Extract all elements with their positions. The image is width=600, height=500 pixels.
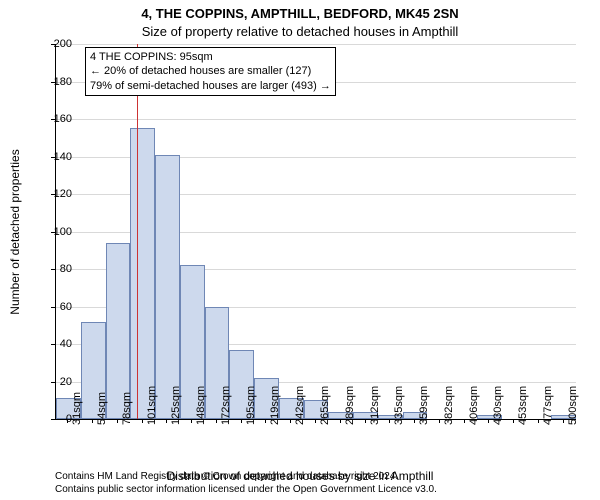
x-tick-label: 148sqm: [195, 386, 207, 425]
x-tick-mark: [513, 419, 514, 423]
x-tick-mark: [488, 419, 489, 423]
x-tick-label: 335sqm: [393, 386, 405, 425]
histogram-bar: [155, 155, 180, 419]
x-tick-mark: [340, 419, 341, 423]
x-tick-label: 172sqm: [220, 386, 232, 425]
y-axis-label: Number of detached properties: [8, 149, 22, 314]
y-tick-mark: [51, 382, 55, 383]
page-title-line1: 4, THE COPPINS, AMPTHILL, BEDFORD, MK45 …: [0, 6, 600, 21]
x-tick-mark: [142, 419, 143, 423]
y-tick-mark: [51, 269, 55, 270]
x-tick-label: 500sqm: [567, 386, 579, 425]
x-tick-mark: [191, 419, 192, 423]
y-tick-mark: [51, 119, 55, 120]
y-tick-mark: [51, 232, 55, 233]
x-tick-mark: [389, 419, 390, 423]
x-tick-label: 242sqm: [294, 386, 306, 425]
x-tick-label: 430sqm: [492, 386, 504, 425]
x-tick-mark: [241, 419, 242, 423]
annot-line-3: 79% of semi-detached houses are larger (…: [90, 79, 331, 93]
attribution-line-2: Contains public sector information licen…: [55, 484, 437, 497]
marker-annotation-box: 4 THE COPPINS: 95sqm ← 20% of detached h…: [85, 47, 336, 96]
y-tick-mark: [51, 44, 55, 45]
x-tick-label: 54sqm: [96, 392, 108, 425]
x-tick-mark: [67, 419, 68, 423]
x-tick-label: 78sqm: [121, 392, 133, 425]
annot-line-2: ← 20% of detached houses are smaller (12…: [90, 64, 331, 78]
y-tick-mark: [51, 307, 55, 308]
x-tick-mark: [216, 419, 217, 423]
gridline: [56, 119, 576, 120]
marker-line: [137, 44, 138, 419]
x-tick-mark: [290, 419, 291, 423]
x-tick-label: 382sqm: [443, 386, 455, 425]
x-tick-mark: [265, 419, 266, 423]
x-tick-mark: [166, 419, 167, 423]
x-tick-label: 406sqm: [468, 386, 480, 425]
x-tick-mark: [563, 419, 564, 423]
annot-line-1: 4 THE COPPINS: 95sqm: [90, 50, 331, 64]
y-tick-mark: [51, 82, 55, 83]
x-tick-label: 101sqm: [146, 386, 158, 425]
x-tick-mark: [464, 419, 465, 423]
x-tick-label: 312sqm: [369, 386, 381, 425]
x-tick-mark: [92, 419, 93, 423]
x-tick-label: 125sqm: [170, 386, 182, 425]
x-tick-mark: [117, 419, 118, 423]
x-tick-label: 453sqm: [517, 386, 529, 425]
x-tick-label: 265sqm: [319, 386, 331, 425]
y-tick-mark: [51, 157, 55, 158]
x-tick-mark: [439, 419, 440, 423]
x-tick-label: 219sqm: [269, 386, 281, 425]
x-tick-mark: [414, 419, 415, 423]
x-tick-label: 359sqm: [418, 386, 430, 425]
chart-plot-area: 4 THE COPPINS: 95sqm ← 20% of detached h…: [55, 44, 576, 420]
x-tick-label: 289sqm: [344, 386, 356, 425]
x-tick-mark: [315, 419, 316, 423]
x-tick-label: 195sqm: [245, 386, 257, 425]
histogram-bar: [130, 128, 155, 419]
x-tick-mark: [538, 419, 539, 423]
x-tick-mark: [365, 419, 366, 423]
gridline: [56, 44, 576, 45]
y-tick-mark: [51, 419, 55, 420]
x-tick-label: 31sqm: [71, 392, 83, 425]
attribution-text: Contains HM Land Registry data © Crown c…: [55, 471, 437, 496]
y-tick-mark: [51, 344, 55, 345]
y-tick-mark: [51, 194, 55, 195]
x-tick-label: 477sqm: [542, 386, 554, 425]
page-title-line2: Size of property relative to detached ho…: [0, 24, 600, 39]
attribution-line-1: Contains HM Land Registry data © Crown c…: [55, 471, 437, 484]
